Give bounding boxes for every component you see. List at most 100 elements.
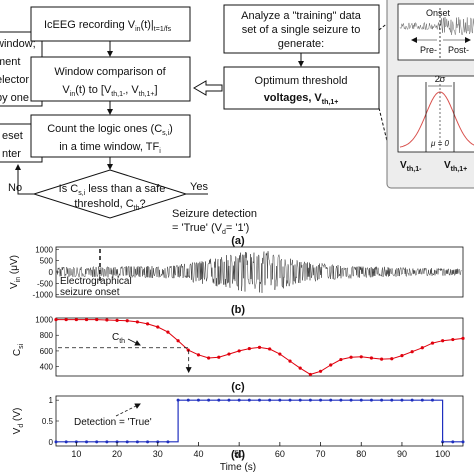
csi-point (461, 336, 465, 340)
cth-threshold-arrow (58, 347, 192, 374)
analyze-line3: generate: (278, 38, 324, 50)
panel-label-d: (d) (231, 449, 245, 461)
box-count-logic-ones (30, 114, 191, 158)
y-tick-label: 0 (49, 268, 54, 277)
vd-point (54, 440, 58, 444)
arrow-no-branch (15, 164, 34, 195)
plot-c: 1000 800 600 400 Cth Csi (12, 316, 465, 377)
plot-d-ylabel: Vd (V) (12, 408, 25, 435)
csi-point (207, 356, 211, 360)
y-tick-label: 1000 (35, 316, 53, 325)
left-box-line: eset (2, 130, 23, 142)
csi-point (227, 352, 231, 356)
csi-point (166, 330, 170, 334)
csi-point (349, 355, 353, 359)
x-tick-label: 10 (71, 449, 81, 459)
csi-point (54, 317, 58, 322)
inset-panel: Onset Pre- Post- 2σ μ = 0 Vth,1- Vth,1+ (386, 0, 474, 189)
box-recording-text: IcEEG recording Vin(t)|t=1/fs (44, 19, 172, 33)
hollow-arrow-optimum-to-compare (193, 80, 223, 96)
analyze-line2: set of a single seizure to (242, 24, 361, 36)
detection-annotation: Detection = 'True' (74, 417, 152, 428)
y-tick-label: -1000 (33, 291, 54, 300)
x-tick-label: 50 (234, 449, 244, 459)
y-tick-label: 1 (49, 396, 54, 405)
y-tick-label: 0.5 (42, 417, 54, 426)
y-tick-label: 800 (40, 331, 54, 340)
box-window-comparison (30, 56, 191, 102)
vd-point (268, 398, 272, 402)
x-tick-label: 20 (112, 449, 122, 459)
vd-point (369, 398, 373, 402)
box-optimum-threshold (223, 66, 380, 110)
detection-line2: = 'True' (Vd= '1') (172, 222, 249, 236)
vd-point (298, 398, 302, 402)
vd-point (441, 440, 445, 444)
left-box-line: by one (0, 92, 29, 104)
vd-point (349, 398, 353, 402)
box-compare-line2: Vin(t) to [Vth,1-, Vth,1+] (62, 84, 157, 98)
csi-point (268, 347, 272, 351)
csi-series (54, 317, 465, 377)
vd-point (430, 398, 434, 402)
vd-point (258, 398, 261, 402)
vd-series (54, 398, 465, 444)
inset-vth-plus-label: Vth,1+ (444, 160, 467, 173)
vd-point (319, 398, 323, 402)
inset-gaussian-curve (399, 91, 474, 148)
cth-label: Cth (112, 332, 125, 345)
decision-diamond (32, 169, 188, 219)
no-label: No (8, 182, 22, 194)
csi-point (115, 318, 119, 322)
y-tick-label: 1000 (35, 245, 53, 254)
flowchart: window; ment elector by one eset nter Ic… (0, 4, 396, 236)
cth-diagonal-pointer (127, 338, 141, 346)
csi-point (186, 348, 190, 352)
panel-label-c: (c) (231, 381, 245, 393)
left-box-line: elector (0, 74, 29, 86)
csi-point (420, 346, 424, 350)
vd-point (176, 398, 180, 402)
csi-point (451, 337, 455, 342)
optimum-line2: voltages, Vth,1+ (264, 92, 339, 106)
vd-point (461, 440, 465, 444)
vd-point (196, 398, 200, 402)
vd-point (410, 398, 414, 402)
panel-label-b: (b) (231, 304, 245, 316)
inset-signal-trace (399, 16, 474, 35)
csi-point (74, 317, 78, 322)
inset-post-label: Post- (448, 45, 469, 55)
inset-mu-label: μ = 0 (430, 139, 450, 148)
csi-point (156, 325, 160, 329)
y-tick-label: 500 (40, 257, 54, 266)
eeg-trace (56, 251, 462, 293)
plot-d: 1 0.5 0 Detection = 'True' Vd (V) 10 20 30 40… (12, 395, 465, 473)
x-tick-label: 40 (193, 449, 203, 459)
vd-point (186, 398, 190, 402)
csi-point (441, 339, 445, 343)
vd-point (288, 398, 292, 402)
csi-point (84, 317, 89, 322)
analyze-line1: Analyze a "training" data (241, 10, 362, 22)
vd-point (420, 398, 424, 402)
x-axis-ticks: 10 20 30 40 50 60 70 80 90 100 (71, 442, 450, 459)
vd-point (339, 398, 343, 402)
vd-point (85, 440, 89, 444)
csi-point (217, 355, 221, 359)
eeg-signal-line (56, 251, 462, 293)
vd-point (359, 398, 363, 402)
csi-point (410, 350, 414, 354)
vd-point (156, 440, 160, 444)
csi-point (380, 357, 384, 361)
plot-c-y-ticks: 1000 800 600 400 (35, 316, 59, 372)
plot-b: Electrographical seizure onset 1000 500 0 -… (9, 245, 464, 300)
vd-point (247, 398, 251, 402)
detection-line1: Seizure detection (172, 208, 257, 220)
box-compare-line1: Window comparison of (54, 66, 166, 78)
inset-sigma-label: 2σ (435, 74, 446, 84)
csi-point (278, 352, 282, 356)
inset-onset-label: Onset (426, 8, 451, 18)
csi-point (105, 318, 109, 322)
onset-annotation-line2: seizure onset (60, 287, 120, 298)
vd-point (135, 440, 139, 444)
